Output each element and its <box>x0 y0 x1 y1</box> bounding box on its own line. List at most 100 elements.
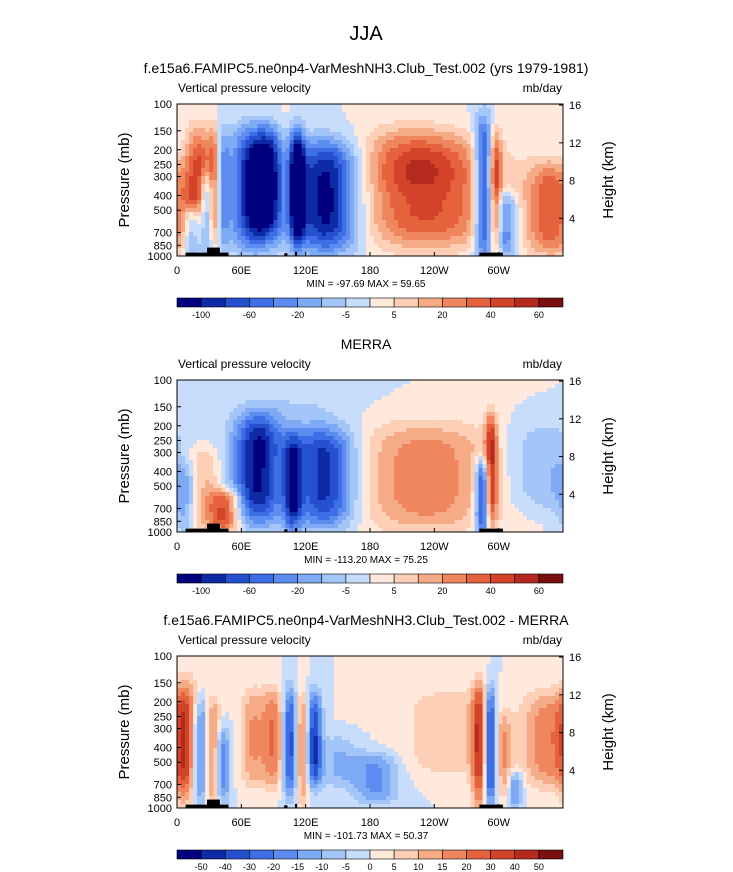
heatmap-cell <box>217 388 222 393</box>
heatmap-cell <box>434 144 439 149</box>
heatmap-cell <box>253 160 258 165</box>
heatmap-cell <box>205 204 210 209</box>
heatmap-cell <box>325 248 331 253</box>
heatmap-cell <box>542 192 548 197</box>
heatmap-cell <box>241 164 246 169</box>
heatmap-cell <box>241 388 246 393</box>
heatmap-cell <box>414 400 419 405</box>
heatmap-cell <box>546 104 552 109</box>
heatmap-cell <box>522 224 528 229</box>
heatmap-cell <box>438 120 443 125</box>
heatmap-cell <box>185 160 190 165</box>
heatmap-cell <box>422 408 427 413</box>
heatmap-cell <box>370 408 375 413</box>
heatmap-cell <box>237 140 242 145</box>
heatmap-cell <box>450 148 455 153</box>
heatmap-cell <box>337 196 343 201</box>
heatmap-cell <box>518 124 524 129</box>
heatmap-cell <box>442 136 447 141</box>
heatmap-cell <box>458 108 463 113</box>
heatmap-cell <box>201 192 206 197</box>
heatmap-cell <box>197 404 202 409</box>
heatmap-cell <box>378 192 383 197</box>
heatmap-cell <box>245 104 250 109</box>
heatmap-cell <box>482 124 488 129</box>
heatmap-cell <box>446 112 451 117</box>
heatmap-cell <box>253 204 258 209</box>
heatmap-cell <box>386 120 391 125</box>
heatmap-cell <box>446 228 451 233</box>
heatmap-cell <box>257 380 262 385</box>
heatmap-cell <box>510 248 516 253</box>
heatmap-cell <box>474 200 480 205</box>
heatmap-cell <box>442 116 447 121</box>
heatmap-cell <box>462 180 467 185</box>
heatmap-cell <box>486 404 492 409</box>
heatmap-cell <box>209 156 214 161</box>
heatmap-cell <box>221 144 226 149</box>
heatmap-cell <box>265 404 270 409</box>
heatmap-cell <box>414 196 419 201</box>
heatmap-cell <box>446 248 451 253</box>
heatmap-cell <box>382 220 387 225</box>
heatmap-cell <box>305 408 311 413</box>
heatmap-cell <box>289 148 295 153</box>
heatmap-cell <box>534 388 540 393</box>
heatmap-cell <box>329 108 335 113</box>
heatmap-cell <box>353 248 359 253</box>
heatmap-cell <box>185 400 190 405</box>
heatmap-cell <box>197 152 202 157</box>
heatmap-cell <box>498 152 504 157</box>
heatmap-cell <box>406 408 411 413</box>
heatmap-cell <box>378 384 383 389</box>
heatmap-cell <box>313 400 319 405</box>
heatmap-cell <box>305 156 311 161</box>
heatmap-cell <box>233 192 238 197</box>
heatmap-cell <box>289 232 295 237</box>
heatmap-cell <box>390 180 395 185</box>
heatmap-cell <box>253 404 258 409</box>
heatmap-cell <box>313 228 319 233</box>
heatmap-cell <box>558 416 564 421</box>
heatmap-cell <box>486 224 492 229</box>
heatmap-cell <box>482 128 488 133</box>
heatmap-cell <box>365 208 371 213</box>
heatmap-cell <box>474 144 480 149</box>
heatmap-cell <box>402 132 407 137</box>
heatmap-cell <box>390 144 395 149</box>
heatmap-cell <box>265 136 270 141</box>
heatmap-cell <box>454 204 459 209</box>
heatmap-cell <box>197 396 202 401</box>
heatmap-cell <box>241 108 246 113</box>
heatmap-cell <box>293 408 299 413</box>
heatmap-cell <box>502 152 508 157</box>
heatmap-cell <box>293 196 299 201</box>
heatmap-cell <box>382 236 387 241</box>
heatmap-cell <box>333 236 339 241</box>
heatmap-cell <box>317 236 323 241</box>
heatmap-cell <box>353 148 359 153</box>
heatmap-cell <box>269 192 274 197</box>
heatmap-cell <box>181 172 186 177</box>
heatmap-cell <box>185 164 190 169</box>
heatmap-cell <box>349 248 355 253</box>
heatmap-cell <box>482 404 488 409</box>
heatmap-cell <box>510 408 516 413</box>
heatmap-cell <box>325 412 331 417</box>
heatmap-cell <box>193 188 198 193</box>
heatmap-cell <box>398 104 403 109</box>
heatmap-cell <box>434 156 439 161</box>
heatmap-cell <box>309 424 315 429</box>
heatmap-cell <box>301 416 307 421</box>
heatmap-cell <box>333 192 339 197</box>
heatmap-cell <box>237 420 242 425</box>
heatmap-cell <box>466 408 472 413</box>
heatmap-cell <box>422 412 427 417</box>
heatmap-cell <box>273 104 279 109</box>
heatmap-cell <box>394 116 399 121</box>
heatmap-cell <box>217 380 222 385</box>
heatmap-cell <box>205 176 210 181</box>
heatmap-cell <box>410 232 415 237</box>
heatmap-cell <box>237 112 242 117</box>
heatmap-cell <box>325 108 331 113</box>
